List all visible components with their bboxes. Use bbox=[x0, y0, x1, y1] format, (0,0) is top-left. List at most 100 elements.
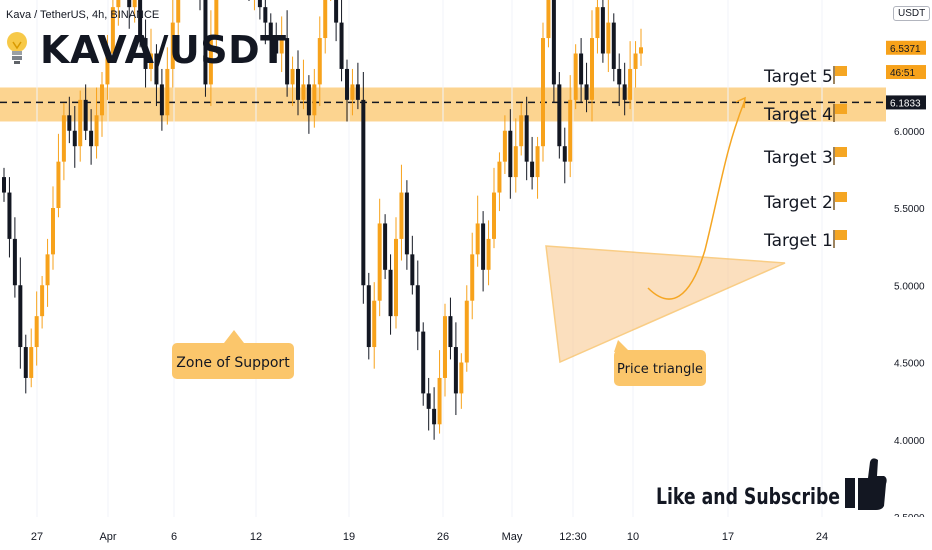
candle-body bbox=[502, 130, 507, 162]
target-label: Target 2 bbox=[763, 193, 833, 213]
candle-body bbox=[323, 0, 328, 39]
axis-background bbox=[886, 0, 932, 517]
projection-path bbox=[647, 99, 746, 300]
candle-body bbox=[143, 38, 148, 69]
candle-body bbox=[23, 347, 28, 378]
time-axis: 27 Apr 6 12 19 26 May 12:30 10 17 24 bbox=[0, 517, 932, 550]
support-callout-box bbox=[172, 343, 294, 379]
candle-body bbox=[339, 22, 344, 69]
candle-body bbox=[584, 84, 589, 100]
candle-body bbox=[138, 0, 143, 39]
candles bbox=[2, 0, 643, 440]
candle-body bbox=[83, 99, 88, 131]
candle-body bbox=[285, 38, 290, 85]
flag-icon bbox=[833, 147, 847, 165]
candle-body bbox=[443, 316, 447, 378]
candle-body bbox=[170, 22, 175, 69]
target-levels: Target 5 Target 4 Target 3 Target 2 Target 1 bbox=[0, 66, 886, 251]
candle-body bbox=[154, 53, 159, 85]
candle-body bbox=[12, 238, 17, 286]
candle-body bbox=[29, 347, 34, 378]
annotations: Zone of Support Price triangle Like and Su… bbox=[172, 330, 887, 510]
price-triangle bbox=[545, 96, 786, 364]
price-label: 6.5371 bbox=[890, 44, 921, 55]
triangle-callout-box bbox=[614, 350, 706, 386]
candle-body bbox=[116, 0, 121, 8]
candle-body bbox=[513, 146, 518, 178]
time-tick-label: 19 bbox=[343, 531, 355, 543]
candle-body bbox=[176, 0, 181, 23]
price-tick-label: 4.0000 bbox=[894, 436, 925, 447]
time-tick-label: 12 bbox=[250, 531, 262, 543]
candle-body bbox=[475, 223, 480, 255]
time-tick-label: 6 bbox=[171, 531, 177, 543]
candle-body bbox=[274, 38, 279, 54]
candle-body bbox=[470, 254, 475, 301]
candle-body bbox=[312, 84, 317, 116]
candle-body bbox=[508, 130, 513, 178]
candle-body bbox=[366, 285, 371, 348]
candle-body bbox=[214, 0, 219, 39]
candle-body bbox=[486, 238, 491, 270]
candle-body bbox=[481, 223, 486, 270]
candle-body bbox=[317, 38, 322, 85]
candle-body bbox=[415, 285, 420, 332]
candle-body bbox=[497, 161, 502, 193]
time-tick-label: 17 bbox=[722, 531, 734, 543]
candle-body bbox=[464, 300, 469, 363]
support-callout-label: Zone of Support bbox=[176, 355, 290, 371]
candle-body bbox=[557, 84, 562, 147]
candle-body bbox=[633, 53, 638, 69]
triangle-callout-label: Price triangle bbox=[617, 362, 703, 377]
candle-body bbox=[404, 192, 409, 255]
candle-body bbox=[388, 269, 393, 317]
candle-body bbox=[94, 115, 99, 147]
time-axis-background bbox=[0, 517, 932, 550]
cta-text: Like and Subscribe bbox=[656, 485, 840, 510]
candle-body bbox=[165, 68, 170, 116]
target-label: Target 1 bbox=[763, 231, 833, 251]
candle-body bbox=[519, 115, 524, 147]
candle-body bbox=[426, 393, 431, 409]
triangle-callout-pointer bbox=[614, 340, 628, 352]
candle-body bbox=[203, 0, 208, 85]
candle-body bbox=[45, 254, 50, 286]
symbol-line: Kava / TetherUS, 4h, BINANCE bbox=[6, 9, 160, 21]
flag-icon bbox=[833, 192, 847, 210]
candle-body bbox=[524, 115, 529, 162]
candle-body bbox=[361, 99, 366, 286]
currency-button[interactable]: USDT bbox=[893, 6, 931, 21]
time-tick-label: May bbox=[502, 531, 523, 543]
price-axis: 9.50008.50007.50007.00006.00005.50005.00… bbox=[886, 0, 932, 524]
candle-body bbox=[383, 223, 388, 270]
candle-body bbox=[372, 300, 377, 348]
candle-body bbox=[18, 285, 23, 348]
candle-body bbox=[453, 347, 458, 394]
candle-body bbox=[617, 68, 622, 85]
candle-body bbox=[301, 84, 306, 100]
candle-body bbox=[377, 223, 382, 301]
price-tick-label: 5.5000 bbox=[894, 204, 925, 215]
candle-body bbox=[562, 146, 567, 162]
arrow-icon bbox=[735, 96, 746, 109]
support-callout-pointer bbox=[224, 330, 244, 343]
candle-body bbox=[61, 115, 66, 162]
candle-body bbox=[399, 192, 404, 239]
candle-body bbox=[606, 22, 611, 54]
candle-body bbox=[290, 68, 295, 85]
candle-body bbox=[306, 84, 311, 116]
candle-body bbox=[541, 38, 545, 147]
price-label-box bbox=[886, 95, 926, 110]
candle-body bbox=[350, 84, 355, 100]
candle-body bbox=[579, 53, 584, 85]
price-label-box bbox=[886, 65, 926, 80]
time-tick-label: 24 bbox=[816, 531, 828, 543]
candle-body bbox=[40, 285, 45, 317]
candle-body bbox=[7, 192, 12, 239]
flag-icon bbox=[833, 66, 847, 84]
time-tick-label: 27 bbox=[31, 531, 43, 543]
candle-body bbox=[78, 99, 83, 147]
candle-body bbox=[334, 0, 339, 23]
price-tick-label: 4.5000 bbox=[894, 359, 925, 370]
